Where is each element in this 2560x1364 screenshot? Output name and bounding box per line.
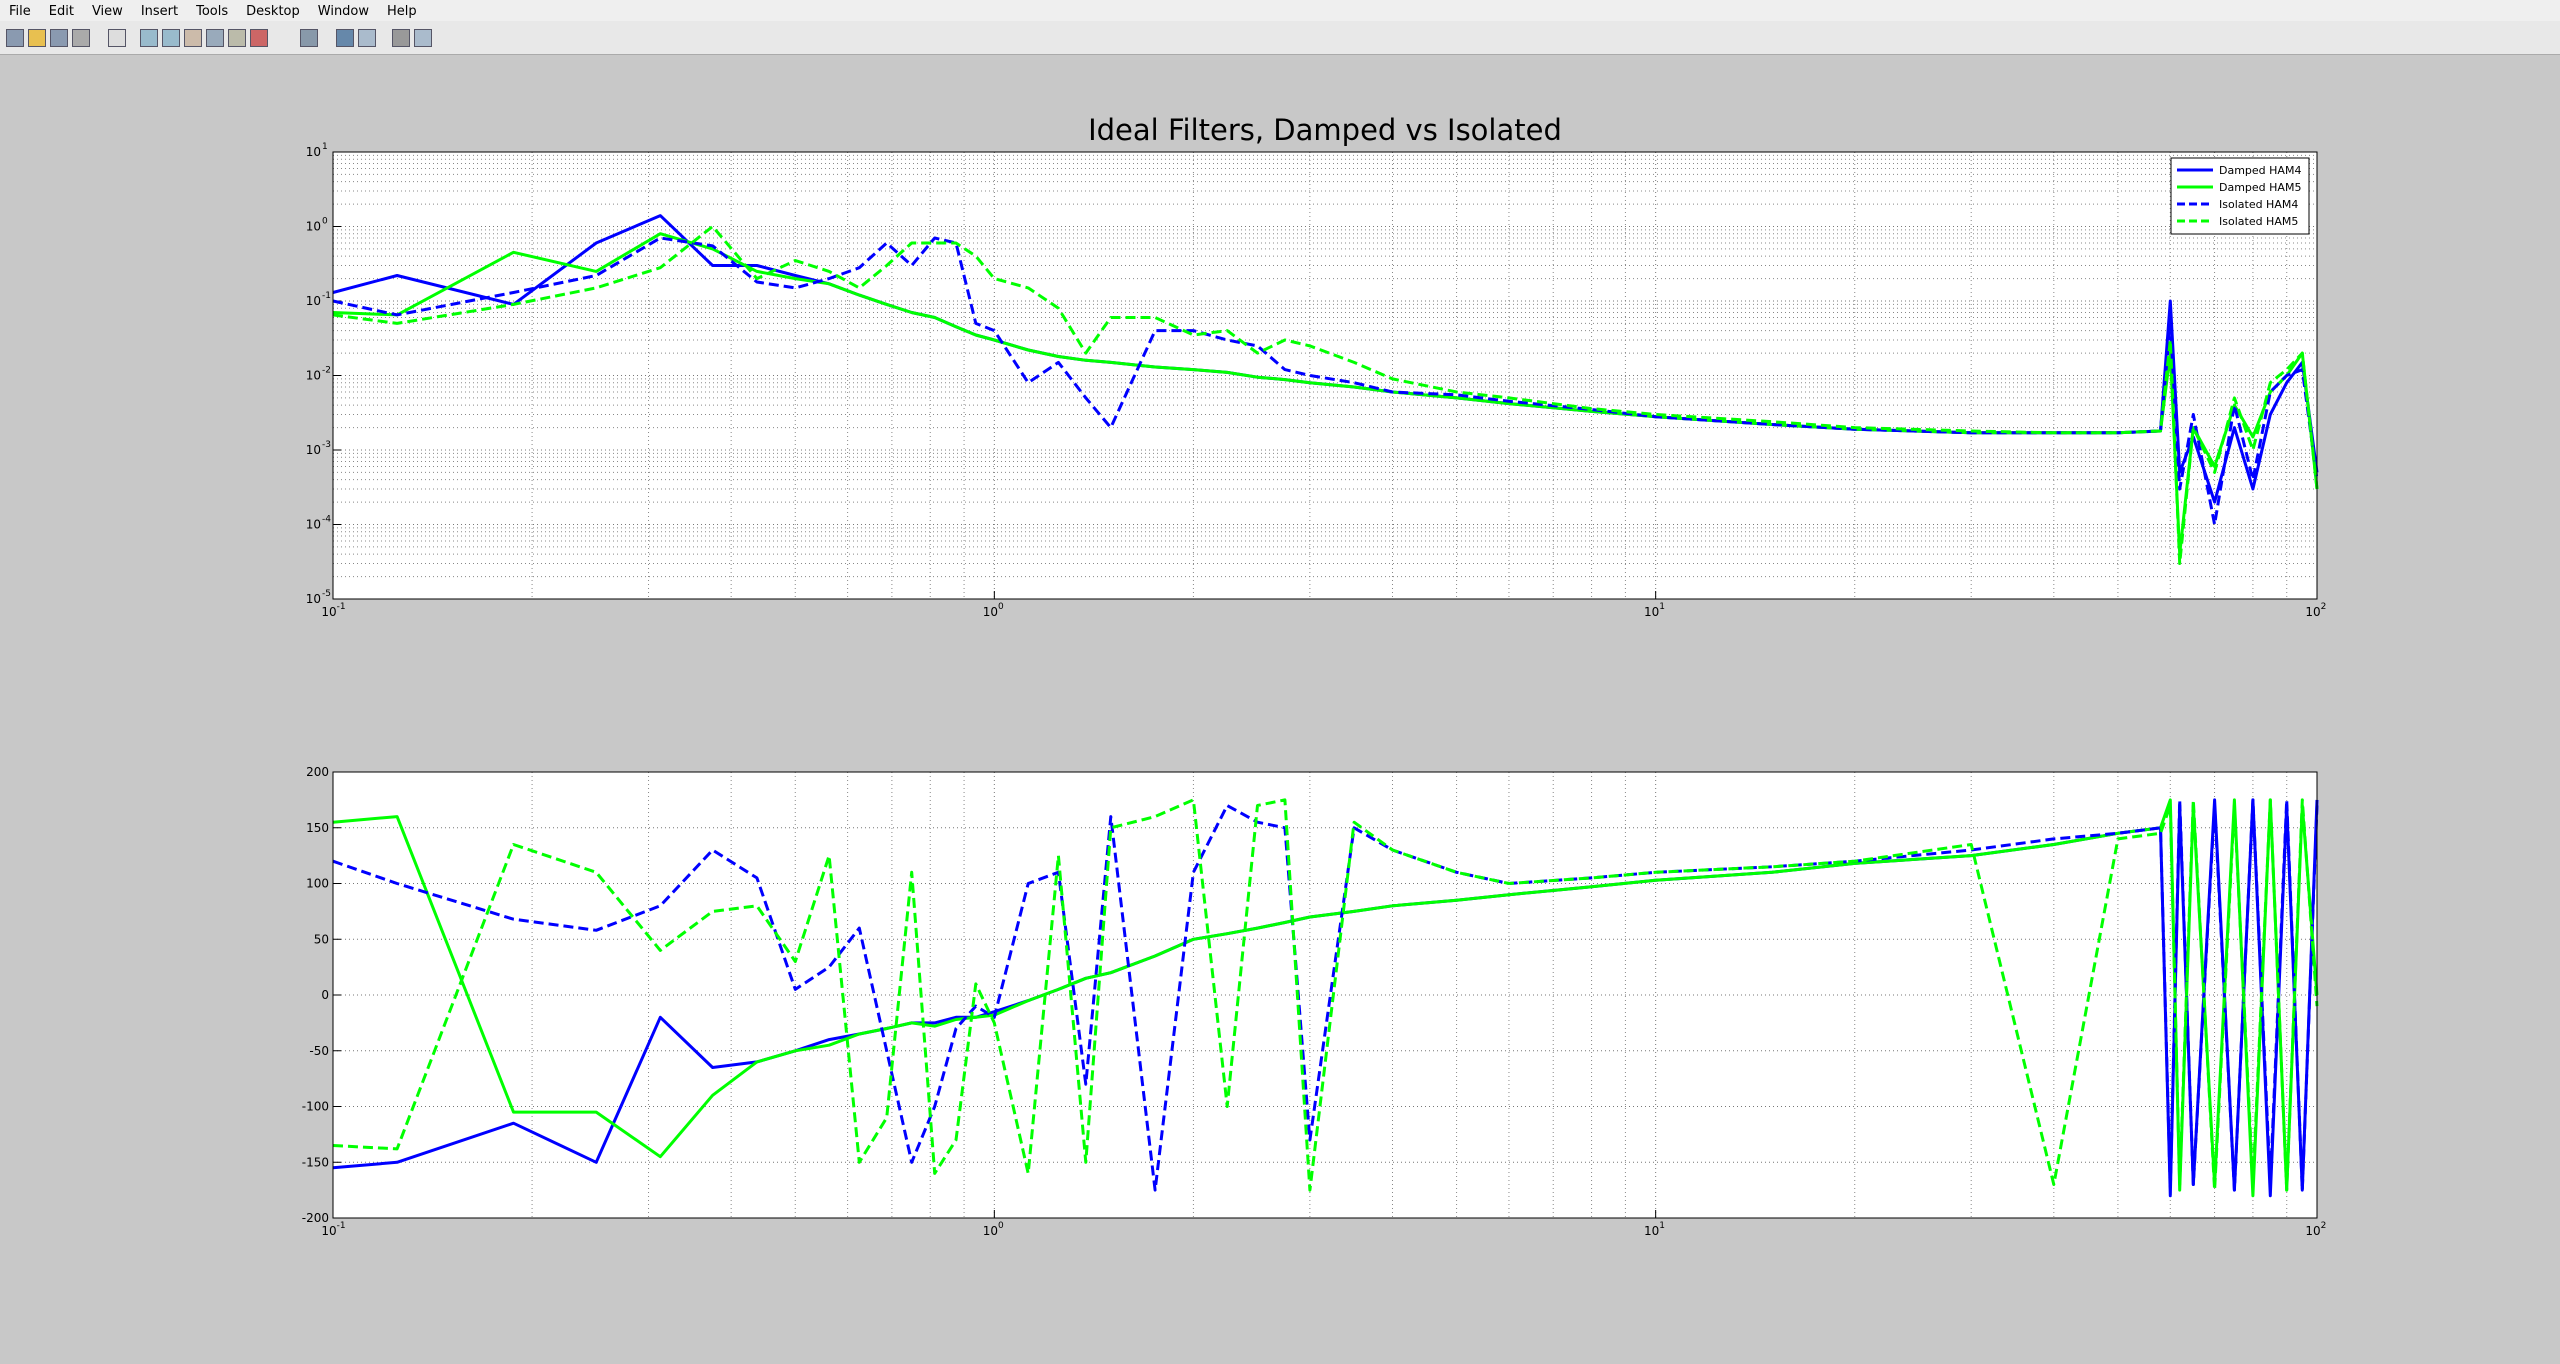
menu-item[interactable]: Edit	[48, 4, 74, 19]
tick-label: 10	[306, 443, 321, 457]
menu-item[interactable]: Desktop	[246, 4, 300, 19]
series-line	[332, 236, 2319, 526]
tick-exponent: 0	[998, 602, 1004, 612]
chart-title: Ideal Filters, Damped vs Isolated	[1088, 113, 1562, 147]
menu-item[interactable]: Insert	[140, 4, 179, 19]
tick-exponent: -1	[337, 1221, 346, 1231]
menu-item[interactable]: Window	[317, 4, 370, 19]
tick-exponent: 0	[322, 217, 328, 227]
legend-label: Isolated HAM4	[2219, 198, 2298, 211]
menu-item[interactable]: Help	[387, 4, 417, 19]
new-icon[interactable]	[6, 29, 24, 47]
legend-icon[interactable]	[358, 29, 376, 47]
hide-tools-icon[interactable]	[392, 29, 410, 47]
tick-exponent: -2	[322, 366, 331, 376]
tick-exponent: -5	[322, 589, 331, 599]
colorbar-icon[interactable]	[336, 29, 354, 47]
series-line	[332, 232, 2319, 556]
menu-bar: File Edit View Insert Tools Desktop Window Help	[0, 0, 2560, 21]
tick-label: 150	[306, 821, 329, 835]
menu-item[interactable]: Tools	[196, 4, 229, 19]
tick-exponent: 2	[2321, 602, 2327, 612]
show-tools-icon[interactable]	[414, 29, 432, 47]
tick-label: 10	[306, 369, 321, 383]
rotate-icon[interactable]	[206, 29, 224, 47]
zoom-out-icon[interactable]	[162, 29, 180, 47]
tick-label: 0	[321, 988, 329, 1002]
tick-label: -150	[302, 1155, 329, 1169]
zoom-in-icon[interactable]	[140, 29, 158, 47]
axes-box	[332, 151, 2318, 600]
tick-exponent: -1	[322, 291, 331, 301]
datacursor-icon[interactable]	[228, 29, 246, 47]
print-icon[interactable]	[72, 29, 90, 47]
pan-icon[interactable]	[184, 29, 202, 47]
pointer-icon[interactable]	[108, 29, 126, 47]
tick-exponent: 1	[1659, 602, 1665, 612]
tick-label: 10	[306, 220, 321, 234]
tick-label: 10	[983, 605, 998, 619]
tick-label: 10	[321, 1224, 336, 1238]
tick-exponent: -3	[322, 440, 331, 450]
tick-exponent: 0	[998, 1221, 1004, 1231]
tick-exponent: 1	[322, 142, 328, 152]
tick-label: 10	[306, 592, 321, 606]
tick-label: 50	[314, 932, 329, 946]
toolbar	[0, 21, 2560, 55]
brush-icon[interactable]	[250, 29, 268, 47]
tick-label: 10	[2305, 1224, 2320, 1238]
series-line	[332, 798, 2319, 1192]
tick-label: 10	[306, 518, 321, 532]
series-line	[332, 798, 2319, 1192]
tick-label: 10	[306, 145, 321, 159]
tick-label: -50	[309, 1044, 329, 1058]
link-icon[interactable]	[300, 29, 318, 47]
tick-exponent: -4	[322, 515, 331, 525]
legend-label: Damped HAM5	[2219, 181, 2301, 194]
tick-label: 10	[983, 1224, 998, 1238]
tick-label: 100	[306, 877, 329, 891]
tick-label: -200	[302, 1211, 329, 1225]
tick-exponent: 1	[1659, 1221, 1665, 1231]
tick-label: 10	[306, 294, 321, 308]
tick-label: 200	[306, 765, 329, 779]
tick-label: 10	[1644, 605, 1659, 619]
series-line	[332, 225, 2319, 565]
tick-label: 10	[2305, 605, 2320, 619]
tick-exponent: 2	[2321, 1221, 2327, 1231]
tick-label: -100	[302, 1100, 329, 1114]
tick-label: 10	[1644, 1224, 1659, 1238]
tick-exponent: -1	[337, 602, 346, 612]
figure: 10 -1 10 0 10 1 10 210 -510 -410 -310 -210 -110 010 1 I…	[302, 113, 2327, 1238]
axes-box	[332, 771, 2318, 1219]
legend-label: Isolated HAM5	[2219, 215, 2298, 228]
save-icon[interactable]	[50, 29, 68, 47]
menu-item[interactable]: File	[9, 4, 31, 19]
tick-label: 10	[321, 605, 336, 619]
menu-item[interactable]: View	[91, 4, 123, 19]
open-icon[interactable]	[28, 29, 46, 47]
legend-label: Damped HAM4	[2219, 164, 2301, 177]
